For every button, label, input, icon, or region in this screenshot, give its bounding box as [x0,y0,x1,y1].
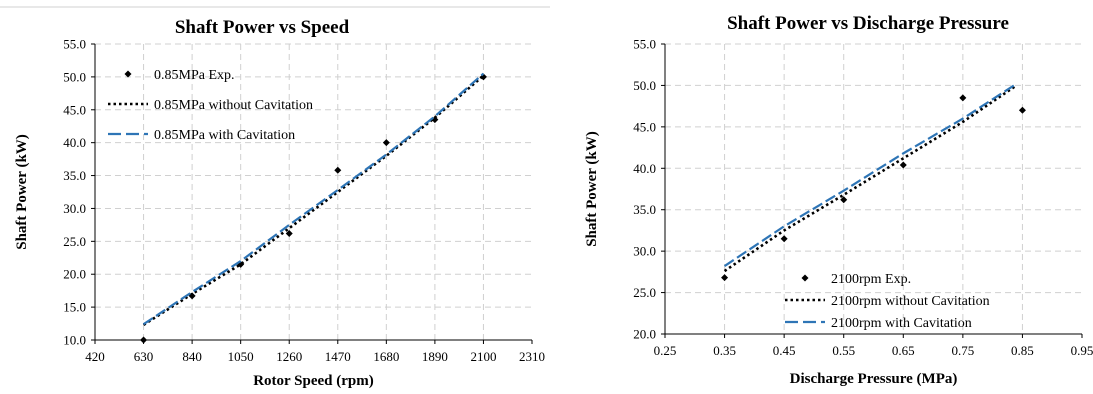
chart-1: Shaft Power vs Speed 420 630 840 1050 1260 147… [14,17,545,389]
series-line-with-cavitation [723,82,1018,267]
data-point-exp [334,166,342,174]
y-tick-label: 35.0 [633,202,656,217]
x-tick-label: 0.35 [713,343,736,358]
data-point-exp [840,196,848,204]
data-point-exp [285,229,293,237]
y-tick-label: 15.0 [63,300,86,315]
y-tick-label: 50.0 [63,69,86,84]
y-tick-label: 45.0 [633,119,656,134]
y-tick-label: 25.0 [63,234,86,249]
chart-title: Shaft Power vs Speed [175,17,350,38]
legend-label: 0.85MPa without Cavitation [154,98,313,113]
data-point-exp [140,336,148,344]
legend-label: 0.85MPa Exp. [154,68,235,83]
y-tick-label: 30.0 [63,201,86,216]
data-point-exp [899,161,907,169]
y-tick-label: 50.0 [633,78,656,93]
x-tick-label: 630 [134,349,154,364]
x-tick-label: 1470 [325,349,351,364]
chart-2: Shaft Power vs Discharge Pressure 0.25 0.3… [584,13,1093,387]
y-tick-label: 20.0 [633,327,656,342]
x-tick-label: 0.85 [1011,343,1034,358]
data-point-exp [1018,106,1026,114]
series-line-with-cavitation [142,72,485,326]
y-tick-label: 45.0 [63,102,86,117]
x-axis-title: Rotor Speed (rpm) [253,373,374,389]
x-tick-label: 0.25 [654,343,677,358]
x-tick-label: 0.75 [951,343,974,358]
data-point-exp [780,235,788,243]
legend-label: 2100rpm without Cavitation [831,294,990,309]
legend-label: 2100rpm Exp. [831,272,911,287]
x-tick-label: 420 [85,349,105,364]
x-tick-label: 0.95 [1071,343,1093,358]
legend-label: 0.85MPa with Cavitation [154,128,295,143]
x-tick-label: 2100 [470,349,496,364]
y-tick-label: 55.0 [633,37,656,52]
y-tick-label: 25.0 [633,285,656,300]
y-tick-label: 35.0 [63,168,86,183]
y-tick-label: 40.0 [63,135,86,150]
x-tick-label: 840 [182,349,202,364]
x-tick-label: 1260 [276,349,302,364]
y-axis-title: Shaft Power (kW) [14,134,30,250]
y-tick-label: 55.0 [63,37,86,52]
x-tick-label: 1050 [228,349,254,364]
y-tick-label: 10.0 [63,333,86,348]
x-tick-label: 1680 [373,349,399,364]
legend-marker [124,70,132,78]
data-point-exp [382,139,390,147]
data-point-exp [959,94,967,102]
y-tick-label: 20.0 [63,267,86,282]
x-tick-label: 0.55 [832,343,855,358]
x-axis-title: Discharge Pressure (MPa) [790,371,958,387]
x-tick-label: 1890 [422,349,448,364]
legend-label: 2100rpm with Cavitation [831,316,972,331]
data-point-exp [721,274,729,282]
x-tick-label: 0.45 [773,343,796,358]
y-tick-label: 30.0 [633,244,656,259]
y-axis-title: Shaft Power (kW) [584,131,600,247]
x-tick-label: 0.65 [892,343,915,358]
legend-marker [801,274,809,282]
y-tick-label: 40.0 [633,161,656,176]
x-tick-label: 2310 [519,349,545,364]
series-line-without-cavitation [723,84,1018,273]
chart-title: Shaft Power vs Discharge Pressure [727,13,1009,34]
